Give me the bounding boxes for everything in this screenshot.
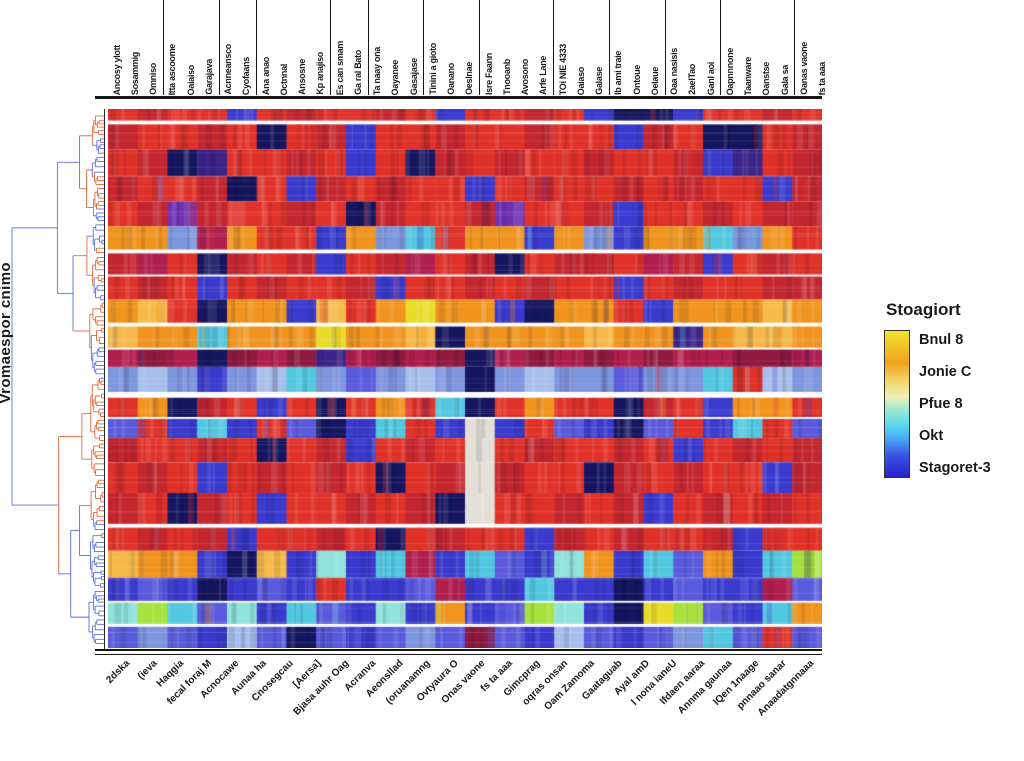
row-axis-line [103,109,106,649]
bottom-rule [95,649,822,652]
column-label-group: Itta ascoome Oaiaiso Garajava [162,0,219,95]
column-label: Kp anajiso [315,52,326,95]
column-label: Oaa nasisis [669,48,680,95]
column-label: Ganl aoi [705,61,716,95]
column-label: Oanano [446,63,457,95]
column-group-labels: Ancosy ylott Sosammig Omniso Itta ascoome Oa… [108,0,832,95]
column-label-group: Es can smam Ga ral Bato [330,0,368,95]
column-label: Omniso [148,63,159,95]
column-label: Ansosne [297,59,308,95]
column-label-group: Acnneansco Cyofaans [218,0,257,95]
column-label: Gasajase [408,57,419,95]
column-label: Ontoue [631,65,642,95]
column-label: Gala sa [779,65,790,95]
legend-colorbar [884,330,910,478]
column-label: Oaiaso [575,66,586,95]
column-label-group: TOi NIE 4333 Oaiaso Galase [553,0,609,95]
column-label-group: Oanas vaone fs ta aaa [794,0,832,95]
row-labels: 2dska (ieva Haqgia fecal foraj M Acnocawe Aun… [104,655,832,761]
column-label: Isre Faann [483,52,494,95]
column-label-group: Ancosy ylott Sosammig Omniso [108,0,163,95]
column-label: Sosammig [129,51,140,95]
column-label: Ana anao [260,56,271,95]
column-label: Arfe Lane [538,56,549,95]
legend-label: Okt [919,427,944,444]
legend-title: Stoagiort [886,300,961,319]
column-label: Cyofaans [241,56,252,95]
column-label: Oanas vaone [799,42,810,95]
column-label: Octnnal [278,63,289,95]
column-label: Oapnnnone [724,47,735,95]
column-label-group: Oapnnnone Taanware Oanstse Gala sa [720,0,794,95]
legend-label: Stagoret-3 [919,459,991,476]
column-label: Itta ascoome [167,43,178,95]
column-label: Es can smam [334,40,345,95]
column-label: Garajava [203,59,214,95]
legend-label: Bnul 8 [919,332,964,348]
column-label: Tinini a gioto [427,43,438,95]
column-label: Taanware [743,56,754,95]
column-label-group: Isre Faann Tnooanb Avosono Arfe Lane [479,0,553,95]
legend-label: Jonie C [919,363,972,380]
column-label: Tnooanb [501,59,512,95]
legend-label: Pfue 8 [919,395,963,412]
column-label: Galase [594,67,605,95]
bottom-rule-thin [95,653,822,655]
column-label: Oayanee [390,59,401,95]
column-label-group: Ta naay ona Oayanee Gasajase [367,0,424,95]
column-label: TOi NIE 4333 [557,43,568,95]
column-label: Oanstse [761,61,772,95]
row-label: 2dska [103,658,132,686]
y-axis-title: Vromaespor cnimo [0,262,14,404]
column-label: Acnneansco [223,44,234,95]
column-label-group: Ana anao Octnnal Ansosne Kp anajiso [256,0,330,95]
column-label: Oeslnae [464,62,475,95]
column-label: fs ta aaa [817,61,828,95]
column-label: Avosono [520,58,531,95]
header-rule [95,96,822,99]
column-label: Oelaue [649,66,660,95]
column-label-group: Tinini a gioto Oanano Oeslnae [423,0,479,95]
column-label-group: Ib ami traie Ontoue Oelaue [608,0,665,95]
column-label: Oaiaiso [185,64,196,95]
row-dendrogram [6,115,104,645]
column-label: Ib ami traie [613,51,624,95]
column-label-group: Oaa nasisis 2aelTao Ganl aoi [664,0,721,95]
column-label: Ancosy ylott [111,44,122,95]
column-label: 2aelTao [687,64,698,95]
legend-labels: Bnul 8 Jonie C Pfue 8 Okt Stagoret-3 [919,330,991,478]
column-label: Ga ral Bato [352,50,363,95]
row-label: (ieva [135,658,160,682]
column-label: Ta naay ona [372,46,383,95]
heatmap-canvas [108,109,822,648]
